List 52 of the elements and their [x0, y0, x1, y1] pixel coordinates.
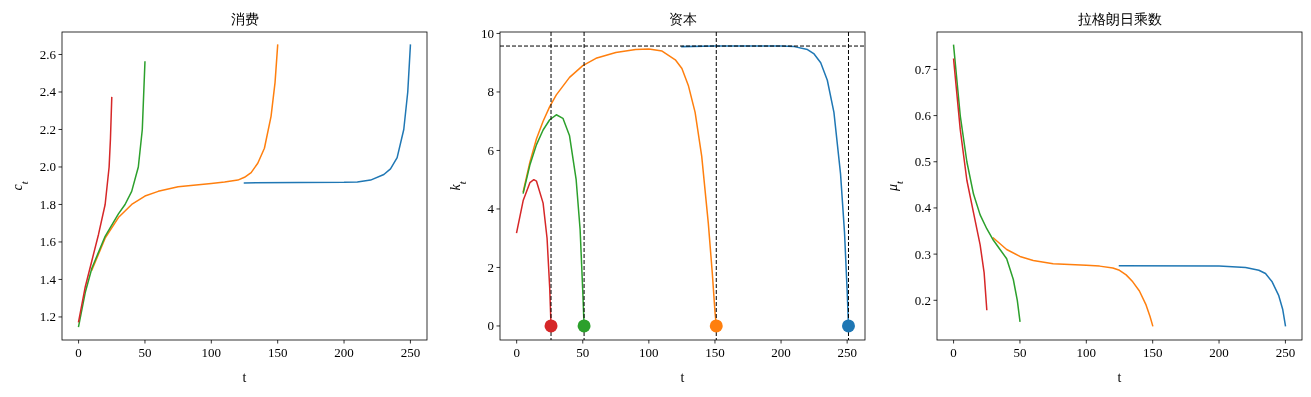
line-series	[91, 44, 279, 271]
x-tick-label: 200	[334, 345, 354, 360]
x-tick-label: 50	[1013, 345, 1027, 360]
line-series	[992, 237, 1154, 327]
x-tick-label: 250	[1275, 345, 1296, 360]
y-tick-label: 2	[487, 259, 494, 275]
x-axis-title: t	[242, 370, 247, 385]
y-tick-label: 0.3	[914, 246, 931, 262]
y-tick-label: 0.7	[914, 61, 932, 77]
x-axis-title: t	[1117, 370, 1122, 385]
y-tick-label: 1.6	[39, 234, 57, 250]
y-tick-label: 4	[487, 201, 495, 217]
x-tick-label: 200	[771, 345, 791, 360]
line-series	[952, 58, 988, 311]
y-tick-label: 1.2	[39, 309, 56, 325]
x-tick-label: 50	[576, 345, 590, 360]
y-tick-label: 0.5	[914, 154, 931, 170]
y-tick-label: 0.4	[914, 200, 932, 216]
x-tick-label: 200	[1209, 345, 1229, 360]
chart-title: 消费	[230, 12, 259, 27]
line-series	[1118, 264, 1287, 327]
x-tick-label: 150	[1142, 345, 1163, 360]
y-tick-label: 2.4	[39, 84, 57, 100]
y-tick-label: 2.2	[39, 121, 56, 137]
chart-title: 拉格朗日乘数	[1077, 12, 1162, 27]
x-tick-label: 100	[639, 345, 659, 360]
x-tick-label: 50	[138, 345, 152, 360]
y-tick-label: 2.6	[39, 47, 57, 62]
x-tick-label: 100	[1076, 345, 1097, 360]
y-tick-label: 10	[481, 25, 494, 41]
x-tick-label: 250	[400, 345, 421, 360]
y-tick-label: 1.8	[39, 196, 56, 212]
y-tick-label: 0	[487, 318, 494, 334]
y-tick-label: 6	[487, 142, 495, 158]
line-series	[952, 44, 1021, 322]
line-series	[243, 44, 412, 184]
line-series	[77, 61, 146, 328]
x-tick-label: 0	[513, 345, 520, 360]
x-tick-label: 150	[705, 345, 725, 360]
x-tick-label: 250	[837, 345, 857, 360]
y-tick-label: 0.2	[914, 292, 931, 308]
y-tick-label: 0.6	[914, 108, 932, 124]
x-tick-label: 100	[201, 345, 222, 360]
chart-title: 资本	[668, 12, 697, 27]
x-tick-label: 0	[950, 345, 957, 360]
x-tick-label: 150	[267, 345, 288, 360]
x-axis-title: t	[680, 370, 685, 385]
y-tick-label: 8	[487, 84, 494, 100]
y-tick-label: 2.0	[39, 159, 56, 175]
line-series	[77, 96, 113, 323]
y-tick-label: 1.4	[39, 271, 57, 287]
x-tick-label: 0	[75, 345, 82, 360]
